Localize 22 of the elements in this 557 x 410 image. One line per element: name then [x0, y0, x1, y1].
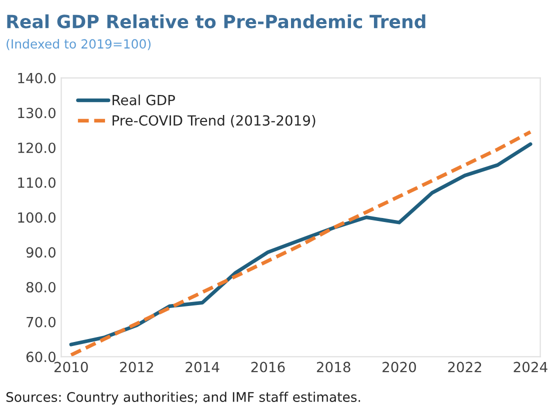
y-tick-label: 140.0: [18, 72, 56, 84]
y-tick-label: 120.0: [18, 142, 56, 154]
x-tick-label: 2018: [316, 362, 350, 372]
y-tick-label: 130.0: [18, 108, 56, 118]
y-tick-label: 90.0: [26, 247, 56, 258]
chart-title: Real GDP Relative to Pre-Pandemic Trend: [7, 14, 426, 28]
x-tick-label: 2010: [54, 362, 88, 372]
x-tick-label: 2016: [251, 362, 285, 372]
x-tick-label: 2020: [382, 362, 416, 372]
y-tick-label: 60.0: [26, 352, 56, 362]
y-tick-label: 110.0: [18, 177, 56, 188]
source-note: Sources: Country authorities; and IMF staff estimates.: [6, 392, 360, 405]
legend-label: Pre-COVID Trend (2013-2019): [112, 114, 316, 128]
y-tick-label: 80.0: [26, 282, 56, 292]
legend-label: Real GDP: [112, 94, 175, 106]
chart-subtitle: (Indexed to 2019=100): [6, 38, 151, 50]
x-tick-label: 2012: [120, 362, 154, 372]
x-tick-label: 2024: [514, 362, 548, 372]
x-tick-label: 2022: [448, 362, 482, 372]
x-tick-label: 2014: [186, 362, 220, 372]
y-tick-label: 100.0: [18, 212, 56, 223]
y-tick-label: 70.0: [26, 316, 56, 328]
